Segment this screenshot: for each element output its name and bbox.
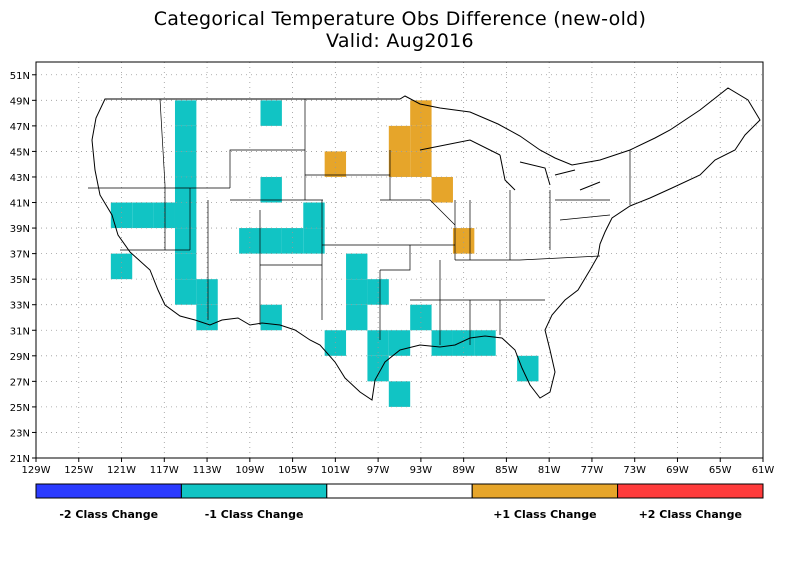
heatmap-cell-8 [174,202,197,229]
heatmap-cell-30 [367,355,389,382]
heatmap-cell-42 [431,176,453,203]
heatmap-cell-10 [174,253,197,280]
heatmap-cell-9 [174,228,197,254]
legend-label-3: +1 Class Change [493,508,596,521]
legend-label-1: -1 Class Change [205,508,304,521]
map-subtitle: Valid: Aug2016 [326,30,474,52]
x-tick-label: 93W [410,465,433,476]
state-lines [88,98,631,345]
y-tick-labels: 51N 49N 47N 45N 43N 41N 39N 37N 35N 33N 31N 29N 27N 2… [10,71,36,465]
x-tick-label: 129W [22,465,51,476]
heatmap-cell-23 [346,279,368,305]
grid-layer [36,62,763,458]
heatmap-cell-0 [174,100,197,126]
heatmap-cell-43 [452,228,475,254]
heatmap-cell-7 [153,202,175,229]
heatmap-cell-21 [260,304,282,331]
y-tick-label: 27N [10,377,30,388]
heatmap-cell-13 [303,202,325,229]
legend-label-4: +2 Class Change [639,508,742,521]
x-tick-label: 81W [538,465,561,476]
heatmap-cell-16 [281,228,304,254]
heatmap-cell-25 [346,304,368,331]
legend-swatch-1 [180,483,328,499]
x-tick-label: 109W [235,465,264,476]
heatmap-cell-15 [260,228,282,254]
legend-swatch-0 [35,483,182,499]
x-tick-label: 61W [752,465,775,476]
heatmap-cell-22 [346,253,368,280]
heatmap-cell-29 [388,330,411,356]
map-border [35,61,764,459]
y-tick-label: 51N [10,71,30,82]
y-tick-label: 25N [10,403,30,414]
great-lakes [419,139,601,191]
heatmap-cell-39 [388,151,411,177]
heatmap-cell-3 [174,151,197,177]
legend-swatch-2 [326,483,473,499]
x-tick-label: 85W [495,465,518,476]
y-tick-label: 49N [10,96,30,107]
cells-layer [110,100,539,407]
us-outline [88,87,761,401]
heatmap-cell-28 [324,330,347,356]
heatmap-cell-11 [174,279,197,305]
heatmap-cell-37 [388,125,411,152]
map-title: Categorical Temperature Obs Difference (… [153,8,647,30]
y-tick-label: 21N [10,454,30,465]
heatmap-cell-31 [388,381,411,407]
x-tick-labels: 129W 125W 121W 117W 113W 109W 105W 101W 97W 93W 89… [22,458,775,476]
heatmap-cell-33 [452,330,475,356]
heatmap-cell-5 [110,202,133,229]
y-tick-label: 37N [10,250,30,261]
x-tick-label: 121W [107,465,136,476]
x-tick-label: 125W [64,465,93,476]
x-tick-label: 101W [321,465,350,476]
y-tick-label: 29N [10,352,30,363]
y-tick-label: 43N [10,173,30,184]
y-tick-label: 33N [10,301,30,312]
y-tick-label: 41N [10,199,30,210]
y-tick-label: 31N [10,326,30,337]
heatmap-cell-38 [410,125,432,152]
heatmap-cell-24 [367,279,389,305]
map-frame [35,61,764,459]
heatmap-cell-19 [196,279,218,305]
x-tick-label: 89W [452,465,475,476]
x-tick-label: 113W [193,465,222,476]
heatmap-cell-2 [174,125,197,152]
x-tick-label: 77W [581,465,604,476]
y-tick-label: 39N [10,224,30,235]
legend-swatch-4 [617,483,764,499]
us-boundary [91,87,761,401]
heatmap-cell-41 [324,151,347,177]
heatmap-cell-6 [132,202,154,229]
heatmap-cell-27 [367,330,389,356]
x-tick-label: 105W [278,465,307,476]
x-tick-label: 97W [367,465,390,476]
heatmap-cell-4 [174,176,197,203]
heatmap-cell-40 [410,151,432,177]
legend-label-0: -2 Class Change [59,508,158,521]
heatmap-cell-32 [431,330,453,356]
legend: -2 Class Change -1 Class Change +1 Class C… [35,483,764,521]
heatmap-cell-12 [260,176,282,203]
x-tick-label: 65W [709,465,732,476]
y-tick-label: 47N [10,122,30,133]
heatmap-cell-34 [474,330,496,356]
heatmap-cell-1 [260,100,282,126]
heatmap-cell-17 [303,228,325,254]
heatmap-cell-14 [239,228,261,254]
heatmap-cell-35 [517,355,539,382]
legend-swatch-3 [471,483,619,499]
y-tick-label: 23N [10,428,30,439]
heatmap-cell-36 [410,100,432,126]
x-tick-label: 69W [666,465,689,476]
x-tick-label: 73W [623,465,646,476]
y-tick-label: 45N [10,147,30,158]
x-tick-label: 117W [150,465,179,476]
y-tick-label: 35N [10,275,30,286]
heatmap-cell-18 [110,253,133,280]
